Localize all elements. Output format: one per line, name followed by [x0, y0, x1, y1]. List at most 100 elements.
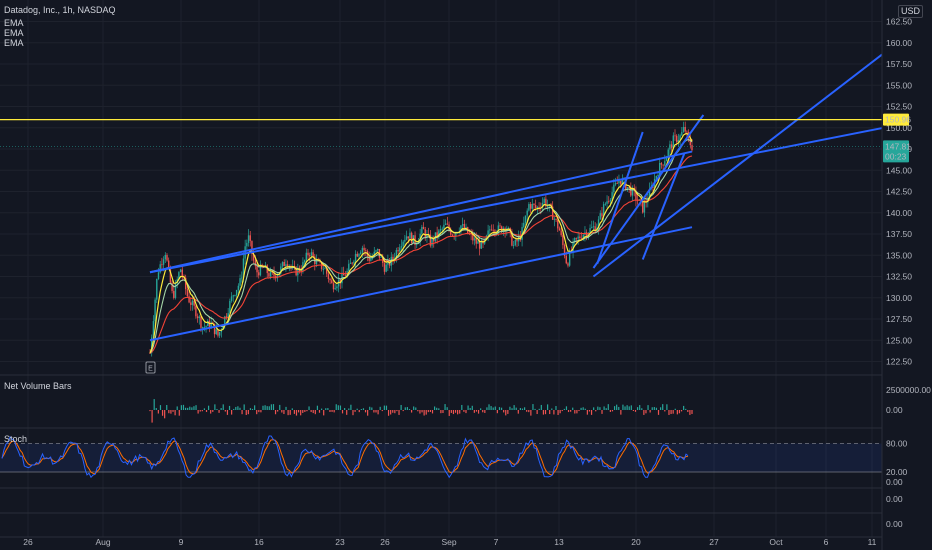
price-axis[interactable]	[882, 0, 932, 550]
volume-bar	[553, 410, 555, 415]
candle-body	[246, 242, 248, 247]
volume-bar	[500, 407, 503, 410]
candle-body	[370, 258, 372, 261]
volume-bar	[195, 405, 197, 410]
volume-bar	[471, 405, 473, 410]
ema-legend-2[interactable]: EMA	[4, 28, 24, 38]
candle-body	[416, 243, 418, 245]
candle-body	[303, 260, 306, 263]
candle-body	[217, 329, 219, 336]
candle-body	[626, 187, 629, 190]
candle-body	[326, 268, 328, 274]
candle-body	[589, 227, 591, 234]
volume-pane-title[interactable]: Net Volume Bars	[4, 381, 72, 391]
volume-bar	[329, 410, 331, 413]
candle-body	[553, 218, 556, 220]
volume-bar	[423, 410, 425, 416]
resistance-price-label: 150.96	[885, 115, 911, 125]
candle-body	[385, 264, 387, 272]
volume-bar	[605, 408, 607, 410]
pane-dividers[interactable]	[0, 374, 932, 538]
candle-body	[324, 268, 326, 270]
candle-body	[514, 240, 516, 246]
candle-body	[670, 144, 673, 148]
candle-body	[424, 229, 426, 238]
volume-bar	[214, 404, 216, 410]
currency-badge[interactable]: USD	[898, 5, 924, 18]
stoch-pane-title[interactable]: Stoch	[4, 434, 28, 444]
candle-body	[616, 183, 618, 184]
candle-body	[201, 327, 204, 329]
candle-body	[179, 269, 182, 273]
volume-bar	[523, 407, 526, 410]
volume-bar	[189, 406, 191, 410]
volume-bar	[459, 410, 461, 414]
volume-bar	[616, 404, 618, 410]
candle-body	[361, 247, 364, 253]
candle-body	[305, 252, 308, 261]
candle-body	[359, 252, 362, 255]
candle-body	[225, 316, 228, 318]
volume-bar	[685, 408, 687, 410]
candle-body	[162, 259, 165, 265]
volume-bar	[484, 410, 486, 413]
volume-bar	[582, 407, 584, 410]
candle-body	[235, 290, 238, 296]
volume-bar	[297, 410, 300, 413]
volume-bar	[613, 406, 616, 410]
volume-bar	[620, 410, 622, 415]
ema-legend-1[interactable]: EMA	[4, 18, 24, 28]
chart-title[interactable]: Datadog, Inc., 1h, NASDAQ	[4, 5, 116, 15]
volume-bar	[201, 410, 203, 412]
volume-bar	[528, 410, 530, 413]
volume-bar	[567, 410, 570, 413]
volume-bar	[277, 410, 279, 412]
volume-bar	[392, 410, 394, 413]
candle-body	[203, 327, 206, 329]
volume-bar	[274, 410, 277, 415]
time-tick-label: 16	[254, 537, 264, 547]
price-axis-ticks: 162.50 160.00 157.50 155.00 152.50 150.00 147.…	[886, 17, 912, 367]
volume-bar	[151, 410, 153, 423]
empty-pane-tick-label: 0.00	[886, 494, 903, 504]
volume-bar	[295, 410, 298, 416]
volume-bar	[542, 410, 545, 415]
volume-bar	[264, 405, 266, 410]
candle-body	[295, 267, 297, 276]
ema-legend-3[interactable]: EMA	[4, 38, 24, 48]
candle-body	[477, 241, 479, 244]
volume-bar	[511, 408, 513, 410]
candle-body	[497, 225, 500, 233]
price-tick-label: 140.00	[886, 208, 912, 218]
volume-bar	[549, 410, 551, 415]
candle-body	[512, 245, 515, 247]
volume-bar	[327, 408, 329, 410]
volume-bar	[404, 407, 406, 410]
price-tick-label: 142.50	[886, 187, 912, 197]
ema-mid-line	[149, 139, 693, 354]
volume-bar	[660, 407, 662, 410]
volume-bar	[346, 410, 348, 415]
candle-body	[580, 238, 583, 239]
candle-body	[218, 332, 221, 336]
candle-body	[621, 178, 624, 184]
candle-body	[193, 300, 195, 306]
time-tick-label: 7	[494, 537, 499, 547]
volume-bar	[383, 405, 385, 410]
volume-bar	[576, 410, 578, 414]
trendlines[interactable]	[149, 24, 928, 342]
volume-bar	[572, 407, 574, 410]
candle-body	[356, 253, 358, 257]
candle-body	[524, 215, 527, 223]
candle-body	[660, 163, 663, 165]
volume-bar	[341, 410, 344, 414]
volume-bar	[373, 410, 375, 413]
event-flag[interactable]: E	[145, 361, 156, 374]
volume-bar	[450, 410, 452, 413]
candle-body	[380, 256, 382, 258]
candle-body	[353, 261, 355, 264]
candle-body	[451, 234, 454, 236]
volume-bar	[639, 405, 641, 410]
volume-bar	[674, 408, 676, 410]
